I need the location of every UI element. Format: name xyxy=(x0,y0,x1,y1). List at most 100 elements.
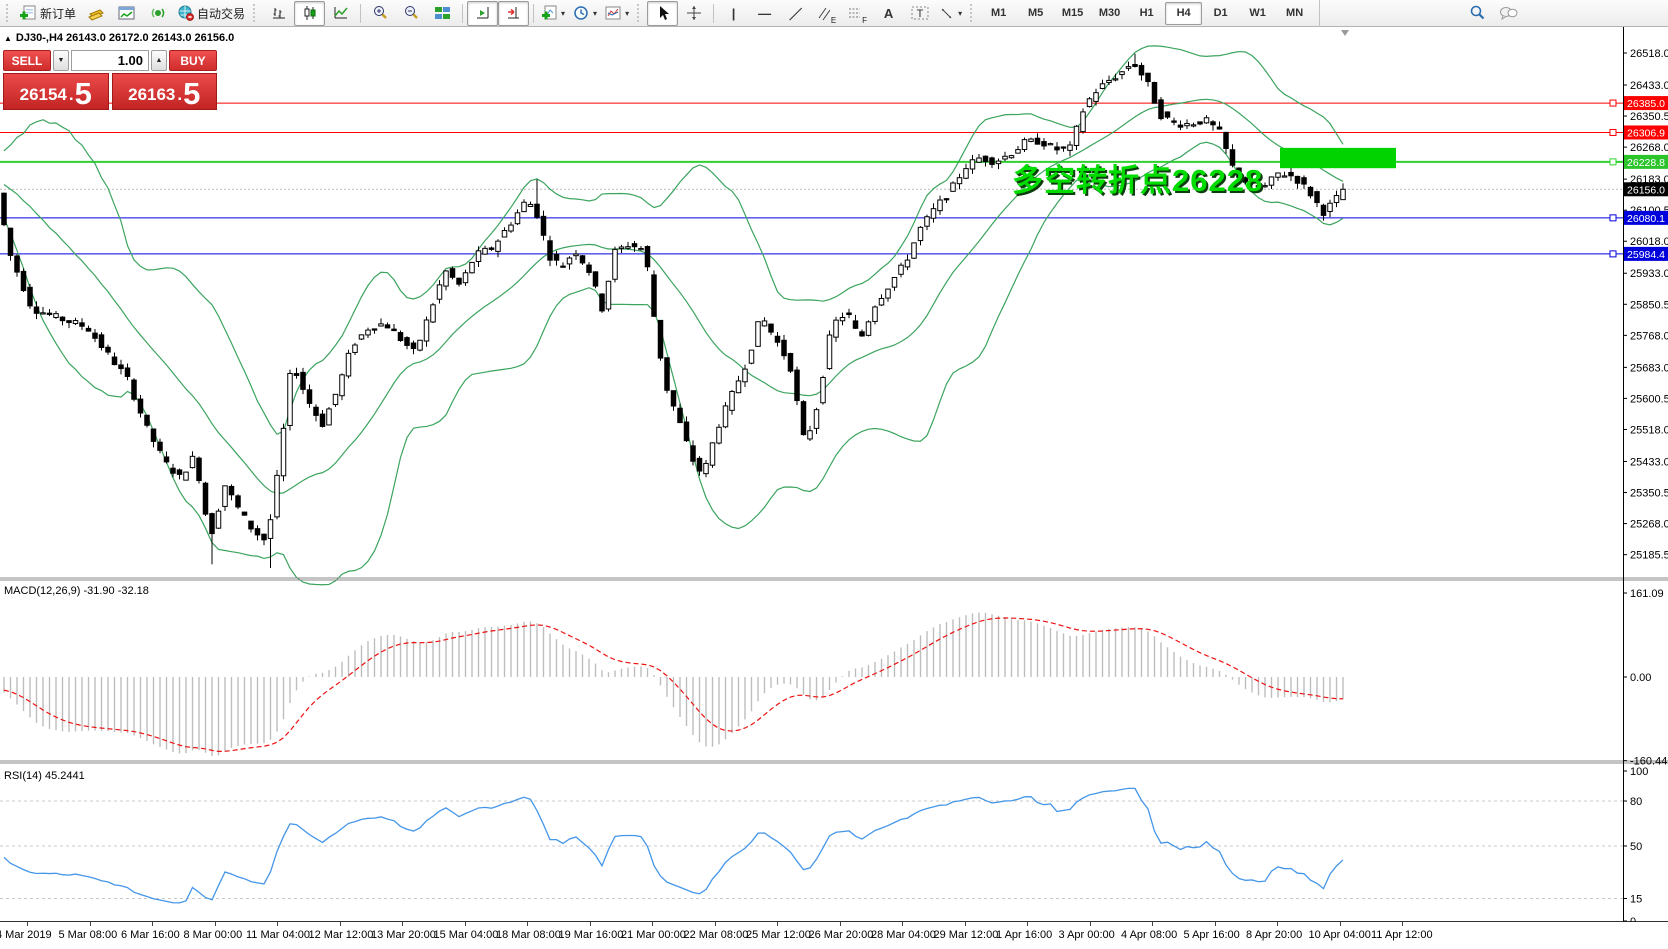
time-axis[interactable]: 4 Mar 2019 5 Mar 08:00 6 Mar 16:00 8 Mar 00… xyxy=(0,922,1668,949)
timeframe-w1[interactable]: W1 xyxy=(1249,7,1266,19)
toolbar-grip[interactable] xyxy=(6,4,12,22)
template-icon xyxy=(605,6,621,20)
time-axis-label: 13 Mar 20:00 xyxy=(371,929,436,941)
bar-chart-mode-button[interactable] xyxy=(263,1,294,26)
price-badge-label: 26306.9 xyxy=(1627,127,1665,139)
time-axis-label: 3 Apr 00:00 xyxy=(1058,929,1115,941)
timeframe-h4[interactable]: H4 xyxy=(1165,1,1203,25)
equidistant-channel-button[interactable]: E xyxy=(811,1,842,26)
auto-trading-label: 自动交易 xyxy=(197,6,246,21)
time-axis-tick xyxy=(1027,922,1028,926)
text-button[interactable]: A xyxy=(873,1,904,26)
sell-price-box[interactable]: 26154 . 5 xyxy=(3,73,109,110)
toolbar-grip[interactable] xyxy=(970,4,976,22)
time-axis-label: 18 Mar 08:00 xyxy=(496,929,561,941)
time-axis-label: 19 Mar 16:00 xyxy=(558,929,624,941)
macd-panel xyxy=(3,612,1344,757)
volume-decrease-button[interactable]: ▼ xyxy=(53,50,69,71)
time-axis-tick xyxy=(339,922,341,926)
time-axis-tick xyxy=(1089,922,1091,926)
gold-bars-button[interactable] xyxy=(80,1,111,26)
chart-area[interactable]: 26518.026433.026350.526268.026183.026100… xyxy=(0,27,1668,949)
text-label-button[interactable]: T xyxy=(904,1,935,26)
zoom-in-button[interactable] xyxy=(365,1,396,26)
collapse-panel-icon[interactable]: ▲ xyxy=(4,33,12,43)
macd-axis-label: 0.00 xyxy=(1630,672,1651,684)
price-axis-label: 25268.0 xyxy=(1630,519,1668,531)
time-axis-label: 5 Apr 16:00 xyxy=(1183,929,1240,941)
new-order-button[interactable]: 新订单 xyxy=(16,1,80,26)
time-axis-tick xyxy=(152,922,153,926)
tile-windows-button[interactable] xyxy=(427,1,458,26)
chart-shift-icon xyxy=(507,7,519,19)
timeframe-mn[interactable]: MN xyxy=(1286,7,1304,19)
buy-price-int: 26163 xyxy=(128,85,176,104)
macd-indicator-label: MACD(12,26,9) -31.90 -32.18 xyxy=(4,585,149,597)
timeframe-m1[interactable]: M1 xyxy=(990,7,1007,19)
price-badge-label: 26080.1 xyxy=(1627,213,1665,225)
chart-shift-button[interactable] xyxy=(498,0,530,26)
templates-button[interactable]: ▾ xyxy=(601,1,633,26)
auto-trading-button[interactable]: 自动交易 xyxy=(173,1,249,26)
price-badge xyxy=(1624,210,1668,225)
timeframe-m30[interactable]: M30 xyxy=(1098,7,1121,19)
price-axis-label: 26433.0 xyxy=(1630,80,1668,92)
buy-price-frac: 5 xyxy=(183,75,201,111)
new-order-icon xyxy=(20,5,36,20)
toolbar: 新订单 自动交易 xyxy=(0,0,1668,27)
candlestick-mode-button[interactable] xyxy=(294,0,326,26)
chevron-down-icon: ▾ xyxy=(625,8,630,18)
indicators-icon xyxy=(542,5,557,20)
timeframe-d1[interactable]: D1 xyxy=(1213,7,1228,19)
timeframe-m5[interactable]: M5 xyxy=(1027,7,1044,19)
fibonacci-icon xyxy=(849,8,861,17)
line-chart-mode-button[interactable] xyxy=(325,1,356,26)
volume-increase-button[interactable]: ▲ xyxy=(151,50,167,71)
time-axis-label: 11 Apr 12:00 xyxy=(1371,929,1433,941)
time-axis-label: 5 Mar 08:00 xyxy=(58,929,118,941)
time-axis-label: 25 Mar 12:00 xyxy=(746,929,811,941)
timeframe-buttons: M1 M5 M15 M30 H1 H4 D1 W1 MN xyxy=(980,1,1313,25)
price-badge xyxy=(1624,154,1668,169)
chevron-down-icon: ▾ xyxy=(593,8,598,18)
crosshair-button[interactable] xyxy=(678,1,709,26)
time-axis-tick xyxy=(714,922,716,926)
timeframe-h1[interactable]: H1 xyxy=(1139,7,1154,19)
buy-button[interactable]: BUY xyxy=(169,50,217,71)
chart-window-button[interactable] xyxy=(111,1,142,26)
price-axis-label: 25518.0 xyxy=(1630,424,1668,436)
radar-button[interactable] xyxy=(142,1,173,26)
clock-icon xyxy=(574,6,588,20)
arrows-button[interactable]: ▾ xyxy=(935,1,966,26)
time-axis-label: 22 Mar 08:00 xyxy=(683,929,749,941)
auto-scroll-button[interactable] xyxy=(467,0,499,26)
time-axis-tick xyxy=(1402,922,1403,926)
macd-axis-label: 161.09 xyxy=(1630,588,1664,600)
fibonacci-letter: F xyxy=(862,15,868,25)
fibonacci-button[interactable]: F xyxy=(842,1,873,26)
volume-input[interactable] xyxy=(71,50,149,71)
toolbar-grip[interactable] xyxy=(637,4,643,22)
chat-button[interactable] xyxy=(1493,1,1524,26)
time-axis-label: 10 Apr 04:00 xyxy=(1308,929,1371,941)
rsi-axis-label: 100 xyxy=(1630,766,1648,778)
chart-shift-marker[interactable] xyxy=(1341,30,1349,36)
zoom-out-button[interactable] xyxy=(396,1,427,26)
horizontal-line-button[interactable]: — xyxy=(749,1,780,26)
periods-button[interactable]: ▾ xyxy=(569,1,601,26)
indicators-button[interactable]: ▾ xyxy=(538,1,569,26)
timeframe-m15[interactable]: M15 xyxy=(1061,7,1084,19)
price-badge-label: 26228.8 xyxy=(1627,157,1665,169)
sell-button[interactable]: SELL xyxy=(3,50,51,71)
highlight-rectangle[interactable] xyxy=(1280,147,1396,169)
channel-letter: E xyxy=(830,15,837,25)
vertical-line-button[interactable]: | xyxy=(718,1,749,26)
trendline-button[interactable]: ／ xyxy=(780,1,811,26)
price-axis[interactable]: 26518.026433.026350.526268.026183.026100… xyxy=(1609,27,1668,928)
cursor-button[interactable] xyxy=(647,0,679,26)
toolbar-separator xyxy=(713,3,715,23)
toolbar-grip[interactable] xyxy=(253,4,259,22)
buy-price-box[interactable]: 26163 . 5 xyxy=(111,73,217,111)
search-button[interactable] xyxy=(1462,1,1493,26)
crosshair-icon xyxy=(686,6,701,20)
